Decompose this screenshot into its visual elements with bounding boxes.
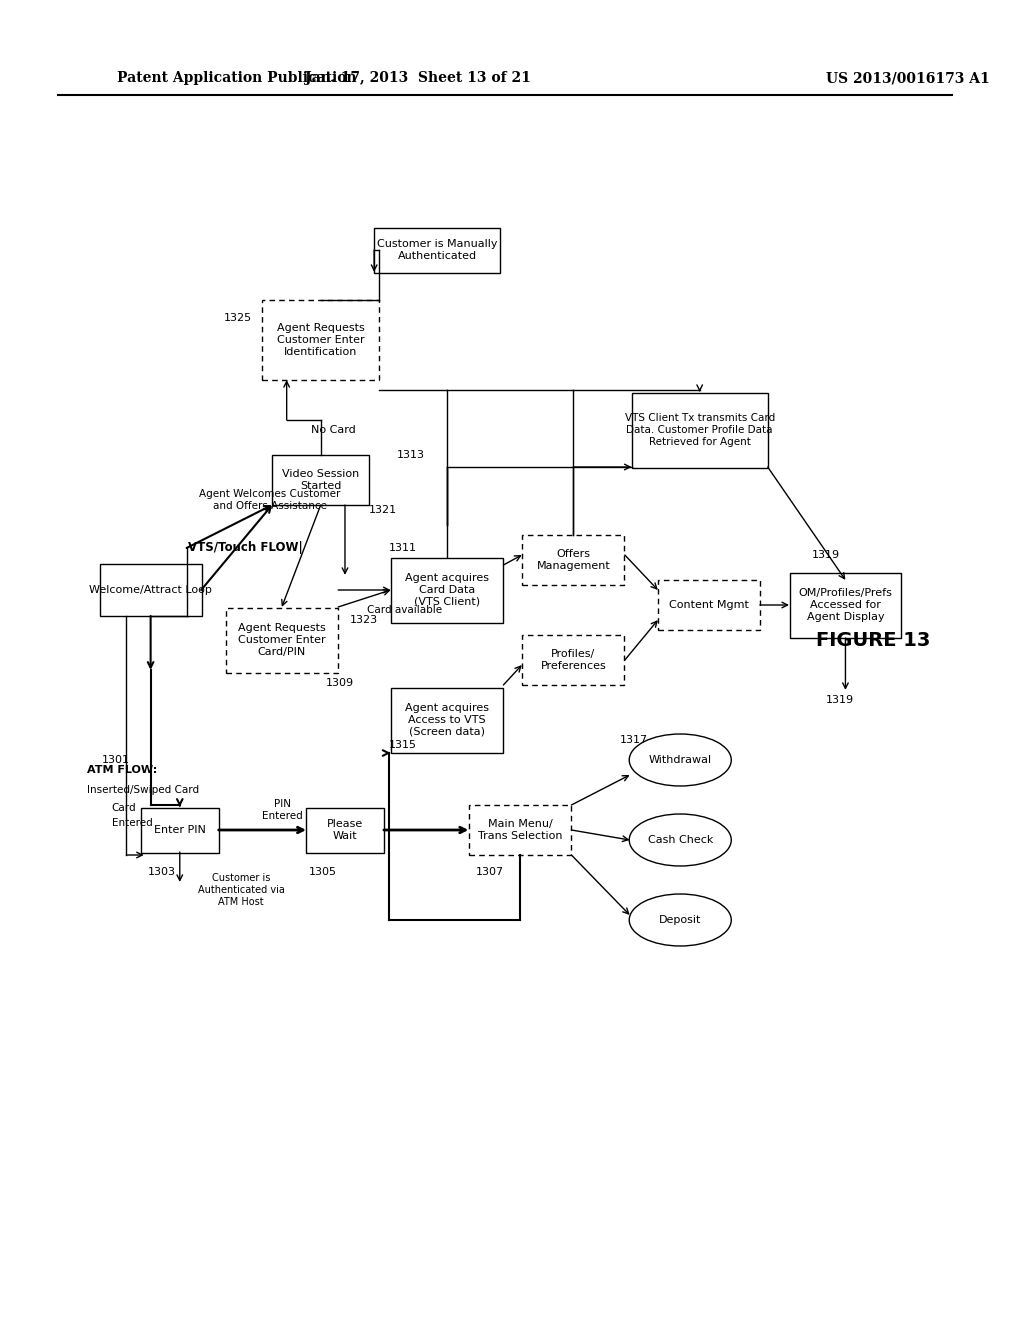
- Ellipse shape: [629, 814, 731, 866]
- Text: Please
Wait: Please Wait: [327, 820, 364, 841]
- Text: 1303: 1303: [147, 867, 176, 876]
- Text: No Card: No Card: [311, 425, 355, 436]
- Bar: [272, 455, 370, 506]
- Text: 1305: 1305: [309, 867, 337, 876]
- Text: VTS/Touch FLOW|: VTS/Touch FLOW|: [187, 541, 302, 554]
- Text: 1311: 1311: [389, 543, 417, 553]
- Bar: [391, 688, 503, 752]
- Text: Card: Card: [112, 803, 136, 813]
- Text: Customer is Manually
Authenticated: Customer is Manually Authenticated: [377, 239, 498, 261]
- Text: Card available: Card available: [368, 605, 442, 615]
- Text: 1315: 1315: [389, 741, 417, 750]
- Text: Enter PIN: Enter PIN: [154, 825, 206, 836]
- Text: Deposit: Deposit: [659, 915, 701, 925]
- Text: 1323: 1323: [350, 615, 378, 624]
- Bar: [141, 808, 219, 853]
- Ellipse shape: [629, 894, 731, 946]
- Text: Offers
Management: Offers Management: [537, 549, 610, 570]
- Bar: [658, 579, 761, 630]
- Bar: [391, 557, 503, 623]
- Ellipse shape: [629, 734, 731, 785]
- Text: VTS Client Tx transmits Card
Data. Customer Profile Data
Retrieved for Agent: VTS Client Tx transmits Card Data. Custo…: [625, 413, 775, 446]
- Text: Agent Welcomes Customer
and Offers Assistance: Agent Welcomes Customer and Offers Assis…: [200, 490, 341, 511]
- Text: Agent acquires
Access to VTS
(Screen data): Agent acquires Access to VTS (Screen dat…: [406, 704, 489, 737]
- Bar: [226, 607, 338, 672]
- Text: Profiles/
Preferences: Profiles/ Preferences: [541, 649, 606, 671]
- Text: Welcome/Attract Loop: Welcome/Attract Loop: [89, 585, 212, 595]
- Text: Cash Check: Cash Check: [647, 836, 713, 845]
- Text: FIGURE 13: FIGURE 13: [816, 631, 931, 649]
- Bar: [306, 808, 384, 853]
- Text: 1319: 1319: [826, 696, 854, 705]
- Bar: [522, 535, 625, 585]
- Bar: [522, 635, 625, 685]
- Text: Inserted/Swiped Card: Inserted/Swiped Card: [87, 785, 200, 795]
- Text: Customer is
Authenticated via
ATM Host: Customer is Authenticated via ATM Host: [198, 874, 285, 907]
- Text: 1325: 1325: [223, 313, 252, 323]
- Text: Patent Application Publication: Patent Application Publication: [117, 71, 356, 84]
- Text: PIN
Entered: PIN Entered: [262, 799, 303, 821]
- Text: Main Menu/
Trans Selection: Main Menu/ Trans Selection: [477, 820, 562, 841]
- Text: Agent acquires
Card Data
(VTS Client): Agent acquires Card Data (VTS Client): [406, 573, 489, 607]
- Text: 1301: 1301: [102, 755, 130, 766]
- Bar: [790, 573, 901, 638]
- Text: 1313: 1313: [396, 450, 425, 459]
- Text: Content Mgmt: Content Mgmt: [670, 601, 750, 610]
- Bar: [99, 564, 202, 616]
- Text: 1321: 1321: [370, 506, 397, 515]
- Text: Jan. 17, 2013  Sheet 13 of 21: Jan. 17, 2013 Sheet 13 of 21: [305, 71, 530, 84]
- Text: OM/Profiles/Prefs
Accessed for
Agent Display: OM/Profiles/Prefs Accessed for Agent Dis…: [799, 589, 892, 622]
- Text: 1319: 1319: [811, 550, 840, 560]
- Bar: [469, 805, 571, 855]
- Text: US 2013/0016173 A1: US 2013/0016173 A1: [826, 71, 990, 84]
- Text: ATM FLOW:: ATM FLOW:: [87, 766, 158, 775]
- Text: Video Session
Started: Video Session Started: [282, 469, 359, 491]
- Text: Agent Requests
Customer Enter
Identification: Agent Requests Customer Enter Identifica…: [276, 323, 365, 356]
- Text: Entered: Entered: [112, 818, 153, 828]
- Text: 1309: 1309: [326, 678, 353, 688]
- Text: 1307: 1307: [476, 867, 504, 876]
- Bar: [374, 227, 501, 272]
- Bar: [262, 300, 379, 380]
- Text: 1317: 1317: [620, 735, 648, 744]
- Text: Withdrawal: Withdrawal: [648, 755, 712, 766]
- Text: Agent Requests
Customer Enter
Card/PIN: Agent Requests Customer Enter Card/PIN: [238, 623, 326, 656]
- Bar: [632, 392, 768, 467]
